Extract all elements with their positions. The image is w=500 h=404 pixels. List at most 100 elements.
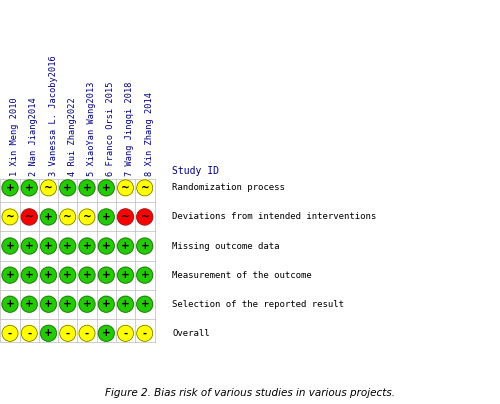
Ellipse shape xyxy=(40,267,56,283)
Text: Deviations from intended interventions: Deviations from intended interventions xyxy=(172,213,377,221)
Ellipse shape xyxy=(60,209,76,225)
Text: +: + xyxy=(44,212,53,222)
Text: 1 Xin Meng 2010: 1 Xin Meng 2010 xyxy=(10,97,19,176)
Ellipse shape xyxy=(40,296,56,312)
Text: -: - xyxy=(27,328,32,338)
Text: +: + xyxy=(44,241,53,251)
Ellipse shape xyxy=(2,267,18,283)
Ellipse shape xyxy=(2,325,18,341)
Ellipse shape xyxy=(118,238,134,254)
Text: +: + xyxy=(25,299,34,309)
Ellipse shape xyxy=(60,267,76,283)
Ellipse shape xyxy=(79,267,95,283)
Ellipse shape xyxy=(118,209,134,225)
Text: Overall: Overall xyxy=(172,329,210,338)
Ellipse shape xyxy=(21,267,37,283)
Text: +: + xyxy=(6,299,15,309)
Ellipse shape xyxy=(79,238,95,254)
Ellipse shape xyxy=(137,325,153,341)
Text: ~: ~ xyxy=(140,212,149,222)
Text: -: - xyxy=(124,328,128,338)
Ellipse shape xyxy=(21,209,37,225)
Text: 4 Rui Zhang2022: 4 Rui Zhang2022 xyxy=(68,97,76,176)
Ellipse shape xyxy=(118,296,134,312)
Ellipse shape xyxy=(137,296,153,312)
Text: +: + xyxy=(102,299,110,309)
Ellipse shape xyxy=(118,180,134,196)
Text: +: + xyxy=(140,270,149,280)
Ellipse shape xyxy=(98,325,114,341)
Text: +: + xyxy=(64,299,72,309)
Ellipse shape xyxy=(98,180,114,196)
Text: +: + xyxy=(64,241,72,251)
Text: +: + xyxy=(121,241,130,251)
Ellipse shape xyxy=(21,325,37,341)
Text: ~: ~ xyxy=(44,183,53,193)
Ellipse shape xyxy=(98,296,114,312)
Text: -: - xyxy=(142,328,147,338)
Text: +: + xyxy=(102,212,110,222)
Text: ~: ~ xyxy=(82,212,92,222)
Text: +: + xyxy=(25,270,34,280)
Ellipse shape xyxy=(40,209,56,225)
Text: Measurement of the outcome: Measurement of the outcome xyxy=(172,271,312,280)
Text: +: + xyxy=(121,299,130,309)
Ellipse shape xyxy=(137,180,153,196)
Ellipse shape xyxy=(118,267,134,283)
Text: +: + xyxy=(6,270,15,280)
Text: Missing outcome data: Missing outcome data xyxy=(172,242,280,250)
Text: +: + xyxy=(44,270,53,280)
Ellipse shape xyxy=(98,267,114,283)
Text: ~: ~ xyxy=(64,212,72,222)
Ellipse shape xyxy=(2,209,18,225)
Text: 2 Nan Jiang2014: 2 Nan Jiang2014 xyxy=(29,97,38,176)
Ellipse shape xyxy=(2,238,18,254)
Ellipse shape xyxy=(118,325,134,341)
Ellipse shape xyxy=(21,296,37,312)
Ellipse shape xyxy=(21,238,37,254)
Text: ~: ~ xyxy=(6,212,15,222)
Text: +: + xyxy=(6,241,15,251)
Text: ~: ~ xyxy=(121,212,130,222)
Text: 5 XiaoYan Wang2013: 5 XiaoYan Wang2013 xyxy=(87,81,96,176)
Ellipse shape xyxy=(79,325,95,341)
Ellipse shape xyxy=(60,325,76,341)
Ellipse shape xyxy=(40,325,56,341)
Text: +: + xyxy=(102,328,110,338)
Text: +: + xyxy=(44,299,53,309)
Text: Randomization process: Randomization process xyxy=(172,183,286,192)
Text: 6 Franco Orsi 2015: 6 Franco Orsi 2015 xyxy=(106,81,115,176)
Ellipse shape xyxy=(137,267,153,283)
Text: +: + xyxy=(82,241,92,251)
Text: +: + xyxy=(6,183,15,193)
Text: +: + xyxy=(64,183,72,193)
Ellipse shape xyxy=(137,209,153,225)
Text: +: + xyxy=(121,270,130,280)
Ellipse shape xyxy=(60,238,76,254)
Ellipse shape xyxy=(98,209,114,225)
Text: 8 Xin Zhang 2014: 8 Xin Zhang 2014 xyxy=(145,92,154,176)
Text: +: + xyxy=(82,270,92,280)
Text: +: + xyxy=(25,241,34,251)
Text: Selection of the reported result: Selection of the reported result xyxy=(172,300,344,309)
Ellipse shape xyxy=(21,180,37,196)
Text: +: + xyxy=(102,183,110,193)
Text: +: + xyxy=(44,328,53,338)
Text: +: + xyxy=(82,299,92,309)
Text: ~: ~ xyxy=(121,183,130,193)
Text: +: + xyxy=(25,183,34,193)
Ellipse shape xyxy=(60,180,76,196)
Ellipse shape xyxy=(60,296,76,312)
Ellipse shape xyxy=(137,238,153,254)
Text: +: + xyxy=(140,241,149,251)
Ellipse shape xyxy=(79,209,95,225)
Ellipse shape xyxy=(2,180,18,196)
Text: -: - xyxy=(85,328,89,338)
Text: -: - xyxy=(66,328,70,338)
Ellipse shape xyxy=(2,296,18,312)
Text: 7 Wang Jingqi 2018: 7 Wang Jingqi 2018 xyxy=(126,81,134,176)
Text: +: + xyxy=(102,241,110,251)
Text: ~: ~ xyxy=(140,183,149,193)
Text: +: + xyxy=(64,270,72,280)
Text: +: + xyxy=(82,183,92,193)
